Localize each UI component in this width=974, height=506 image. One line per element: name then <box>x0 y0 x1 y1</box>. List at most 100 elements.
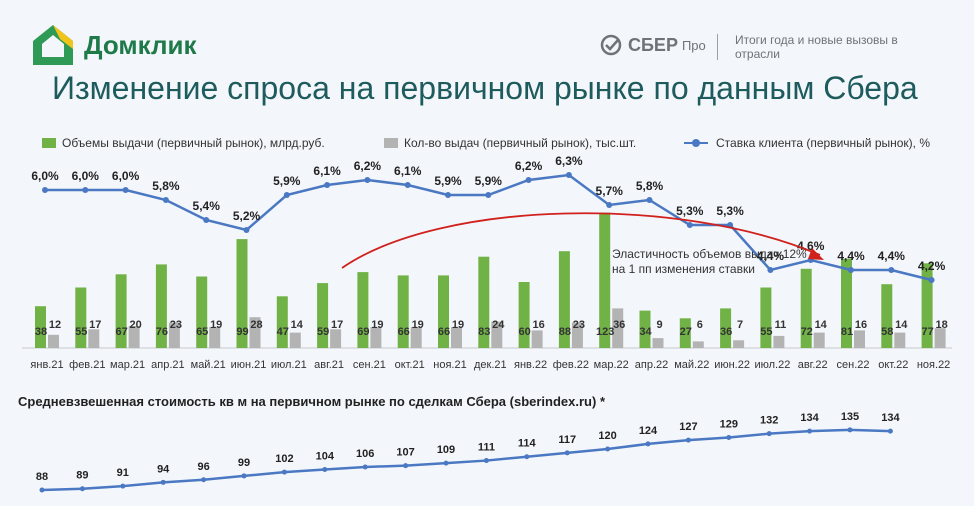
rate-label: 6,3% <box>555 154 583 168</box>
price-point <box>847 427 853 433</box>
legend-volume-label: Объемы выдачи (первичный рынок), млрд.ру… <box>62 136 325 150</box>
x-tick-label: фев.21 <box>69 359 105 371</box>
x-tick-label: май.22 <box>674 359 709 371</box>
rate-point <box>122 187 129 193</box>
rate-point <box>364 177 371 183</box>
x-tick-label: янв.22 <box>514 359 547 371</box>
x-tick-label: авг.21 <box>314 359 344 371</box>
rate-label: 6,2% <box>515 159 543 173</box>
price-label: 106 <box>356 448 374 460</box>
price-point <box>281 469 287 475</box>
price-label: 132 <box>760 415 778 427</box>
rate-point <box>485 192 492 198</box>
bar-count <box>88 329 100 348</box>
tagline: Итоги года и новые вызовы в отрасли <box>735 33 898 61</box>
bar-volume-label: 55 <box>75 326 87 338</box>
bar-count <box>531 330 543 348</box>
rate-point <box>888 267 895 273</box>
rate-point <box>565 172 572 178</box>
bar-count <box>733 340 745 348</box>
price-label: 129 <box>720 419 738 431</box>
price-label: 134 <box>881 412 900 424</box>
rate-point <box>162 197 169 203</box>
price-point <box>645 441 651 447</box>
price-label: 127 <box>679 421 697 433</box>
header-divider <box>717 34 718 60</box>
price-point <box>160 479 166 485</box>
rate-label: 6,0% <box>72 169 100 183</box>
price-label: 91 <box>117 467 129 479</box>
rate-point <box>848 267 854 273</box>
brand-name: СБЕР <box>628 34 678 55</box>
x-tick-label: сен.21 <box>353 359 386 371</box>
x-tick-label: ноя.22 <box>917 359 950 371</box>
bar-count <box>410 327 422 348</box>
legend-count: Кол-во выдач (первичный рынок), тыс.шт. <box>384 136 636 150</box>
house-icon <box>33 25 73 65</box>
price-point <box>685 437 691 443</box>
bar-volume-label: 58 <box>881 326 893 338</box>
bar-volume <box>196 276 208 348</box>
bar-volume-label: 123 <box>596 326 614 338</box>
rate-label: 6,1% <box>394 164 422 178</box>
legend-gray-swatch <box>384 138 398 148</box>
rate-label: 6,0% <box>112 169 140 183</box>
bar-volume-label: 38 <box>35 326 47 338</box>
bar-count-label: 14 <box>895 319 908 331</box>
bar-count-label: 23 <box>573 319 585 331</box>
bar-count-label: 23 <box>170 319 182 331</box>
bar-volume-label: 67 <box>115 326 127 338</box>
price-label: 134 <box>800 412 819 424</box>
bar-volume-label: 36 <box>720 326 732 338</box>
bar-volume-label: 83 <box>478 326 490 338</box>
bar-count <box>48 334 59 348</box>
x-tick-label: апр.22 <box>635 359 668 371</box>
rate-label: 4,4% <box>837 249 865 263</box>
x-tick-label: мар.21 <box>110 359 145 371</box>
bar-volume-label: 66 <box>398 326 410 338</box>
bar-count-label: 16 <box>855 319 867 331</box>
bar-volume <box>115 274 127 348</box>
price-label: 94 <box>157 463 170 475</box>
bar-volume <box>276 296 288 348</box>
x-tick-label: янв.21 <box>30 359 63 371</box>
rate-label: 5,2% <box>233 209 261 223</box>
bar-volume <box>35 306 46 348</box>
price-label: 114 <box>518 438 537 450</box>
x-tick-label: июн.21 <box>231 359 267 371</box>
bar-volume-label: 72 <box>801 326 813 338</box>
bar-volume <box>357 272 369 348</box>
bar-count-label: 9 <box>656 319 662 331</box>
bar-volume-label: 59 <box>317 326 329 338</box>
price-point <box>443 460 449 466</box>
bar-count <box>209 327 221 348</box>
bar-count <box>934 328 946 348</box>
bar-volume <box>518 282 530 348</box>
bar-volume <box>75 287 87 348</box>
price-label: 117 <box>558 434 576 446</box>
rate-label: 5,4% <box>193 199 221 213</box>
bar-volume <box>599 212 611 348</box>
rate-label: 5,3% <box>716 204 744 218</box>
x-tick-label: ноя.21 <box>433 359 466 371</box>
bar-volume-label: 60 <box>518 326 530 338</box>
x-tick-label: май.21 <box>191 359 226 371</box>
x-tick-label: авг.22 <box>798 359 828 371</box>
rate-label: 4,4% <box>878 249 906 263</box>
bar-volume-label: 55 <box>760 326 772 338</box>
logo-text: Домклик <box>84 29 197 60</box>
bar-count <box>289 332 301 348</box>
legend-volume: Объемы выдачи (первичный рынок), млрд.ру… <box>42 136 325 150</box>
rate-label: 4,4% <box>757 249 785 263</box>
bar-count <box>894 332 906 348</box>
bar-count-label: 19 <box>371 319 383 331</box>
price-label: 99 <box>238 457 250 469</box>
price-label: 102 <box>275 453 293 465</box>
legend-count-label: Кол-во выдач (первичный рынок), тыс.шт. <box>404 136 637 150</box>
price-label: 96 <box>197 461 209 473</box>
bar-count-label: 17 <box>89 319 101 331</box>
bar-count-label: 6 <box>697 319 703 331</box>
price-point <box>887 428 893 434</box>
rate-point <box>646 197 653 203</box>
